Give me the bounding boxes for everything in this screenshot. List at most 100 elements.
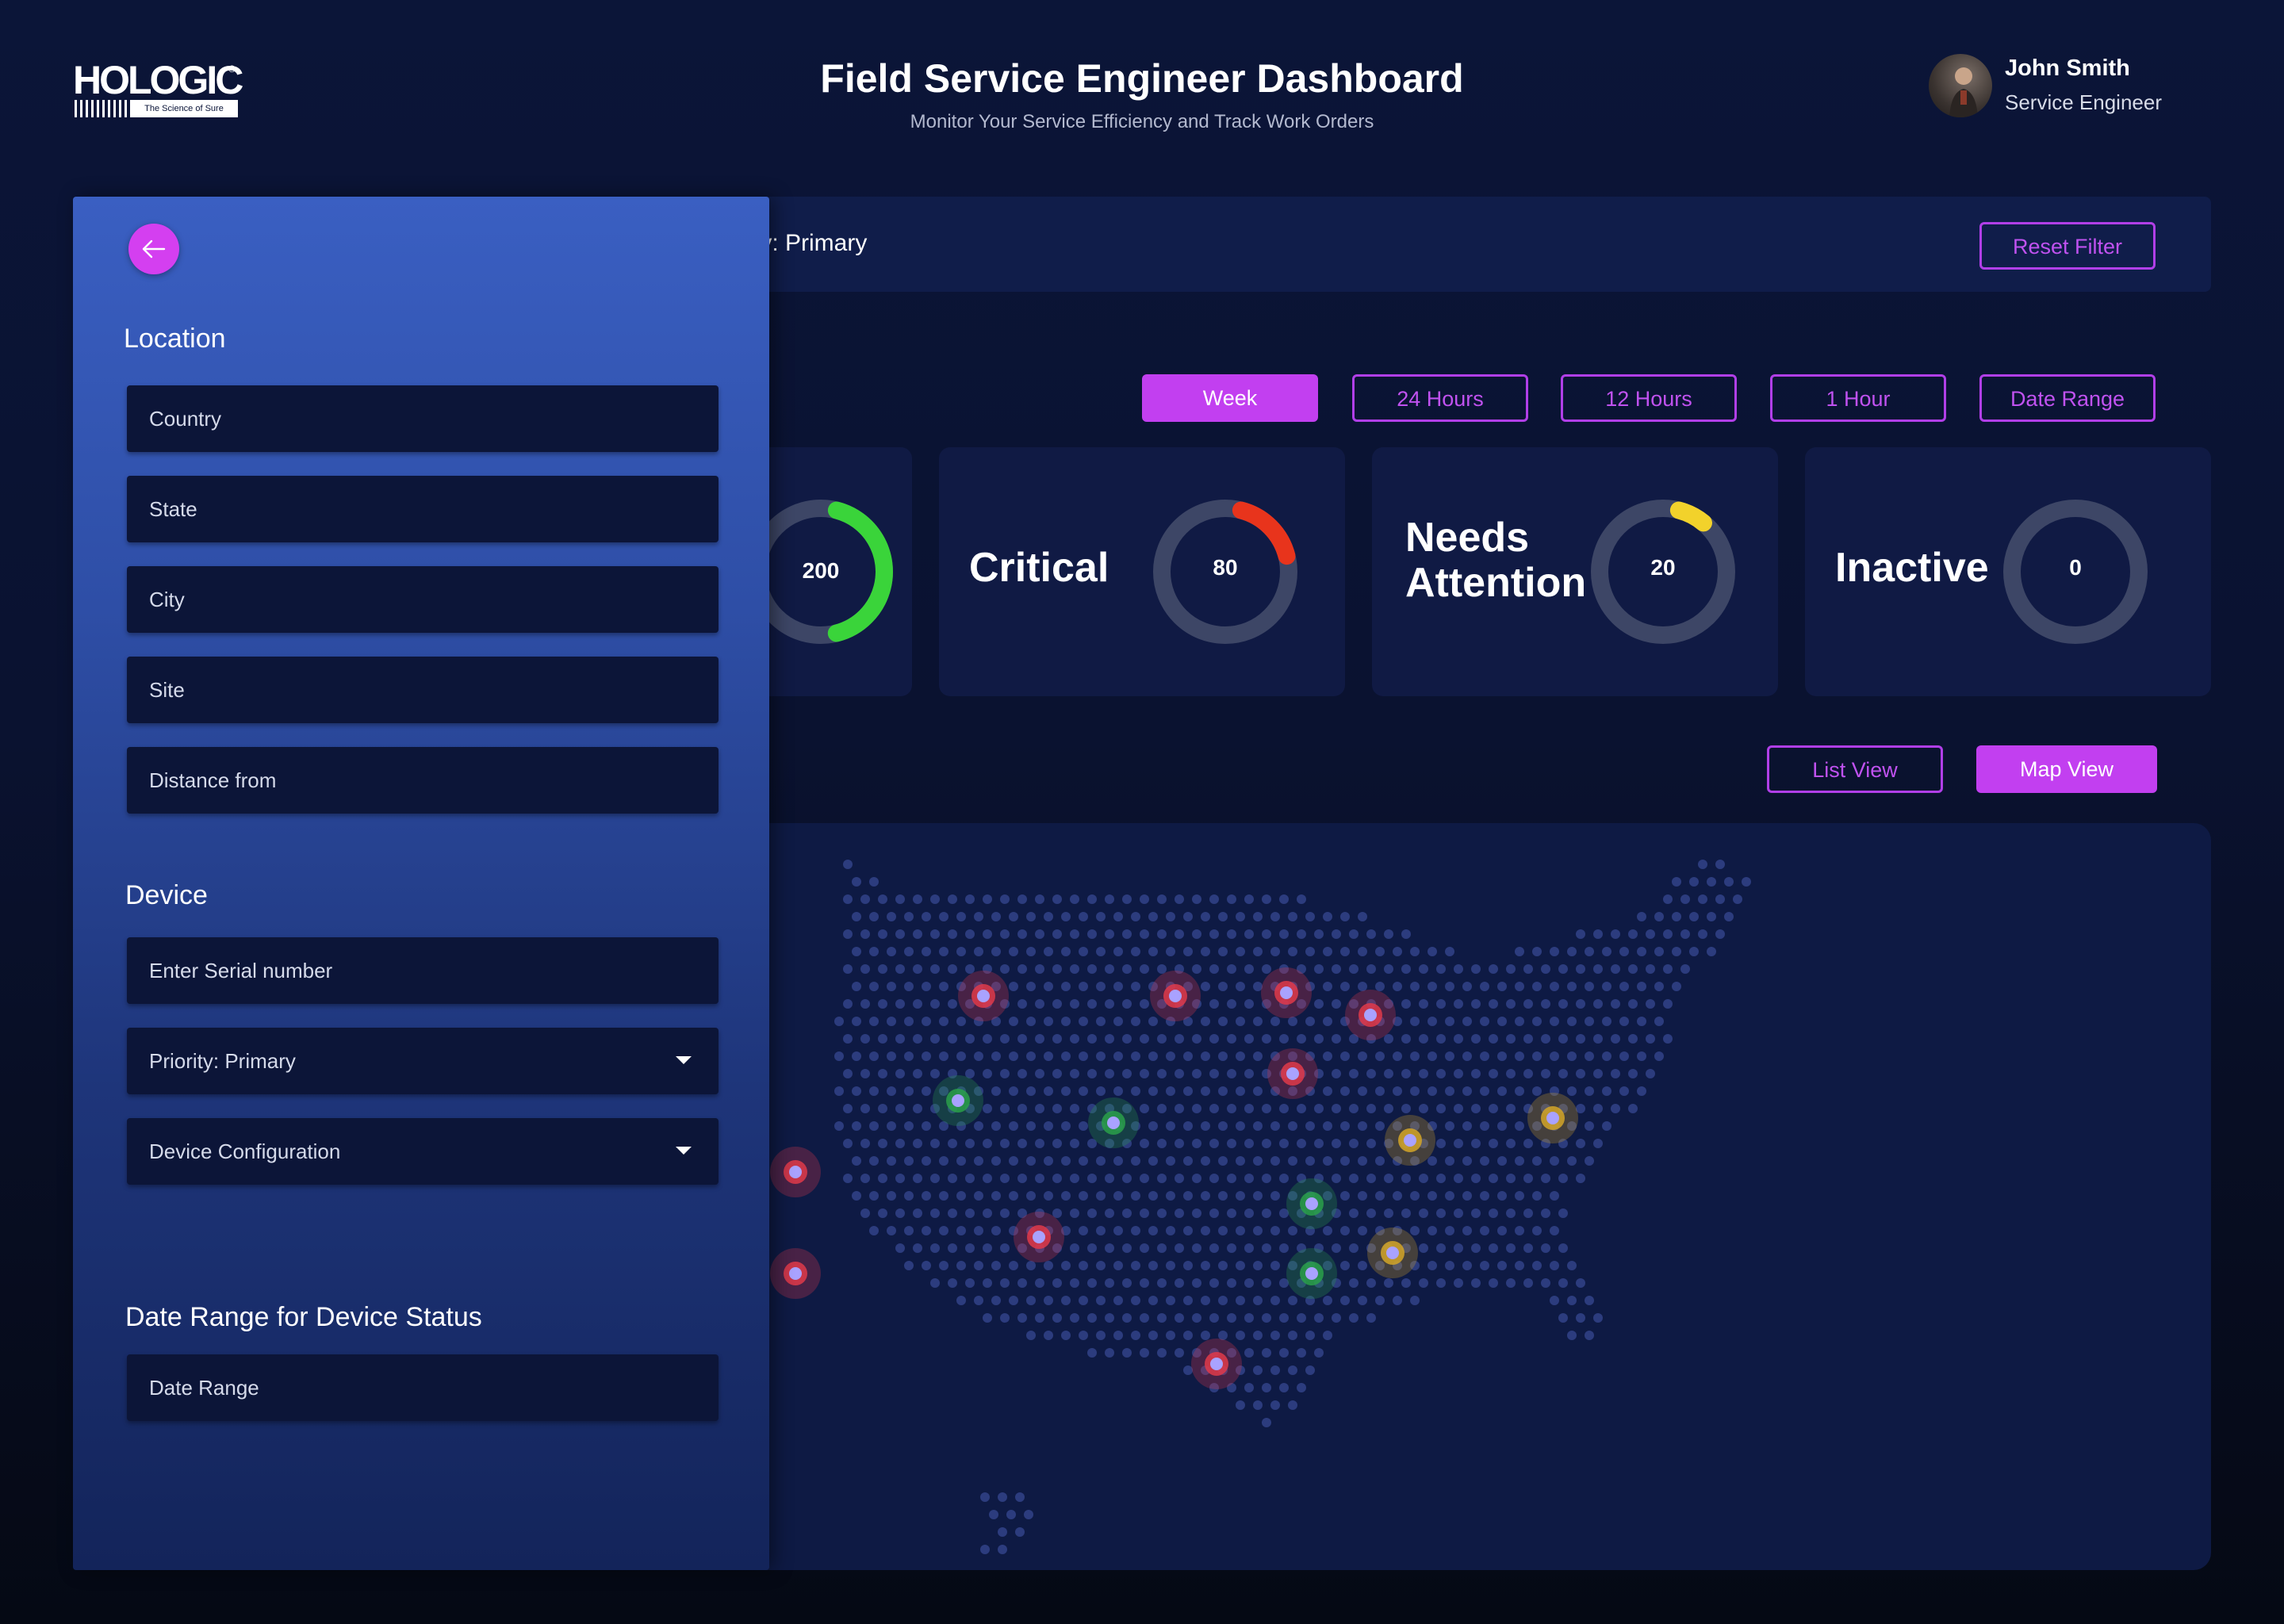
time-1-hour-button[interactable]: 1 Hour [1770,374,1946,422]
map-dot [1532,1086,1542,1096]
map-dot [1497,1191,1507,1201]
map-dot [1454,964,1463,974]
map-dot [1523,964,1533,974]
map-dot [1349,1313,1359,1323]
device-marker-normal[interactable] [1088,1097,1139,1148]
device-marker-critical[interactable] [1191,1339,1242,1389]
map-dot [1436,1104,1446,1113]
device-marker-critical[interactable] [1267,1048,1318,1099]
map-dot [878,1034,887,1044]
country-field[interactable]: Country [127,385,719,452]
device-marker-critical[interactable] [770,1147,821,1197]
time-week-button[interactable]: Week [1142,374,1318,422]
priority-select[interactable]: Priority: Primary [127,1028,719,1094]
map-dot [1654,1017,1664,1026]
map-dot [1619,982,1629,991]
time-24-hours-button[interactable]: 24 Hours [1352,374,1528,422]
map-dot [1297,1243,1306,1253]
map-dot [1105,929,1114,939]
list-view-button[interactable]: List View [1767,745,1943,793]
site-field[interactable]: Site [127,657,719,723]
map-dot [1061,912,1071,921]
critical-value: 80 [1213,555,1238,580]
device-marker-normal[interactable] [933,1075,983,1126]
map-dot [991,1156,1001,1166]
device-marker-warning[interactable] [1527,1093,1578,1143]
map-dot [1314,999,1324,1009]
map-dot [1087,1278,1097,1288]
map-dot [922,1261,931,1270]
device-marker-critical[interactable] [1150,971,1201,1021]
total-value: 200 [802,558,840,583]
map-dot [1515,947,1524,956]
map-dot [1166,1156,1175,1166]
device-marker-warning[interactable] [1367,1228,1418,1278]
map-dot [1576,1174,1585,1183]
device-marker-critical[interactable] [1014,1212,1064,1262]
device-marker-warning[interactable] [1385,1115,1435,1166]
stat-card-inactive[interactable]: Inactive 0 [1805,447,2211,696]
map-dot [895,1104,905,1113]
device-marker-critical[interactable] [1345,990,1396,1040]
map-dot [1436,999,1446,1009]
device-marker-critical[interactable] [958,971,1009,1021]
map-dot [1105,1174,1114,1183]
map-dot [904,982,914,991]
map-dot [1445,1121,1454,1131]
map-dot [860,999,870,1009]
map-dot [1262,999,1271,1009]
stat-card-needs-attention[interactable]: Needs Attention 20 [1372,447,1778,696]
state-field[interactable]: State [127,476,719,542]
map-dot [1515,1086,1524,1096]
back-button[interactable] [128,224,179,274]
map-dot [1201,1296,1210,1305]
distance-from-field[interactable]: Distance from [127,747,719,814]
map-dot [1183,1261,1193,1270]
map-view-button[interactable]: Map View [1976,745,2157,793]
map-dot [1515,982,1524,991]
map-dot [1192,1208,1201,1218]
map-dot [1009,1191,1018,1201]
map-dot [956,912,966,921]
map-dot [1279,1243,1289,1253]
map-dot [1523,1139,1533,1148]
map-dot [1052,1278,1062,1288]
map-dot [1227,1383,1236,1392]
date-range-field[interactable]: Date Range [127,1354,719,1421]
map-dot [930,894,940,904]
device-marker-critical[interactable] [1261,967,1312,1018]
time-12-hours-button[interactable]: 12 Hours [1561,374,1737,422]
map-dot [1541,964,1550,974]
map-dot [1079,1121,1088,1131]
us-dot-map[interactable] [73,823,2211,1570]
map-dot [1175,1104,1184,1113]
map-dot [843,964,853,974]
map-dot [956,1226,966,1235]
time-date-range-button[interactable]: Date Range [1979,374,2156,422]
device-marker-normal[interactable] [1286,1178,1337,1229]
priority-select-value: Priority: Primary [149,1049,296,1073]
device-marker-critical[interactable] [770,1248,821,1299]
map-dot [1393,1296,1402,1305]
device-markers[interactable] [770,967,1578,1389]
device-configuration-select[interactable]: Device Configuration [127,1118,719,1185]
map-dot [1209,1278,1219,1288]
map-dot [843,1139,853,1148]
map-dot [895,1034,905,1044]
map-dot [1480,1017,1489,1026]
map-dot [1663,964,1673,974]
stat-card-critical[interactable]: Critical 80 [939,447,1345,696]
city-field[interactable]: City [127,566,719,633]
map-dot [1637,947,1646,956]
reset-filter-button[interactable]: Reset Filter [1979,222,2156,270]
map-dot [1523,1104,1533,1113]
serial-number-field[interactable]: Enter Serial number [127,937,719,1004]
map-dot [1393,982,1402,991]
map-dot [1052,1104,1062,1113]
device-marker-normal[interactable] [1286,1248,1337,1299]
user-avatar[interactable] [1929,54,1992,117]
map-dot [1087,1348,1097,1358]
map-dot [1253,1156,1263,1166]
map-dot [965,1208,975,1218]
map-dot [1052,1313,1062,1323]
